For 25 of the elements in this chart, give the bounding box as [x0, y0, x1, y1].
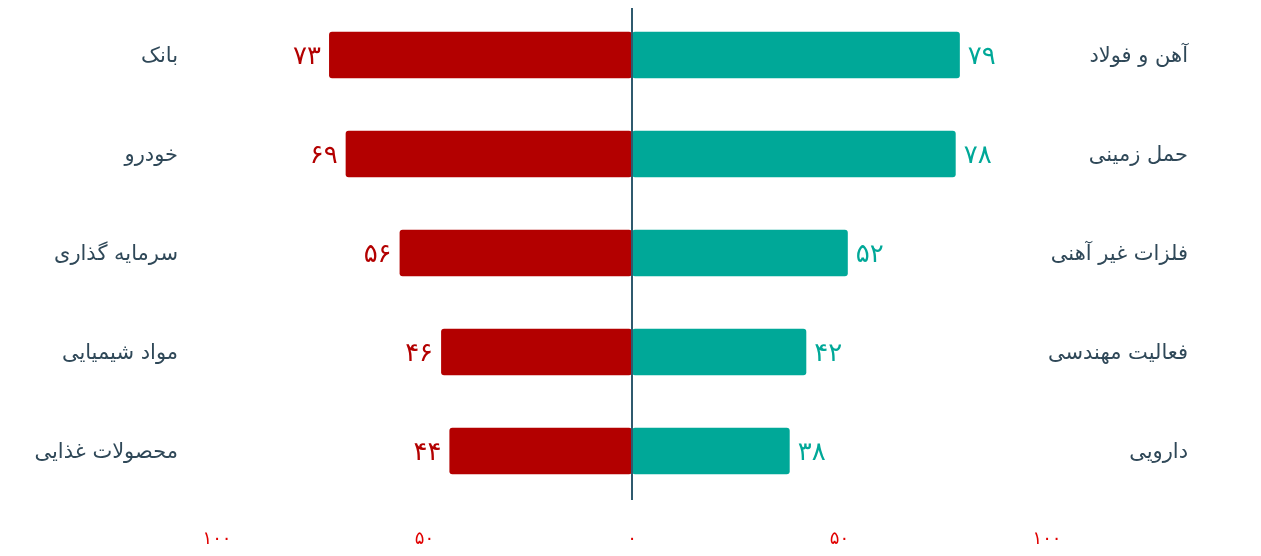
data-label: ۷۹: [967, 40, 996, 71]
y-tick-label: بانک: [141, 43, 178, 68]
y-tick-label: خودرو: [123, 142, 178, 167]
x-tick-label: ۵۰: [414, 527, 435, 549]
data-label: ۴۴: [413, 436, 442, 467]
data-label: ۷۳: [293, 40, 322, 71]
y-tick-label: حمل زمینی: [1088, 142, 1188, 167]
x-tick-label: ۱۰۰: [1032, 527, 1062, 549]
y-tick-label: محصولات غذایی: [34, 439, 178, 464]
x-tick-label: ۱۰۰: [202, 527, 232, 549]
data-label: ۴۲: [814, 337, 843, 368]
x-tick-label: ۵۰: [829, 527, 850, 549]
y-tick-label: سرمایه گذاری: [53, 241, 178, 266]
y-tick-label: آهن و فولاد: [1089, 42, 1190, 68]
data-label: ۴۶: [405, 337, 434, 368]
y-tick-label: فعالیت مهندسی: [1048, 340, 1188, 365]
data-label: ۳۸: [797, 436, 826, 467]
y-tick-label: دارویی: [1129, 439, 1188, 464]
data-label: ۵۲: [855, 238, 884, 269]
data-label: ۵۶: [363, 238, 392, 269]
y-tick-label: فلزات غیر آهنی: [1050, 240, 1188, 266]
x-tick-label: ۰: [627, 527, 637, 549]
data-label: ۶۹: [309, 139, 338, 170]
y-tick-label: مواد شیمیایی: [61, 340, 178, 365]
data-label: ۷۸: [963, 139, 992, 170]
